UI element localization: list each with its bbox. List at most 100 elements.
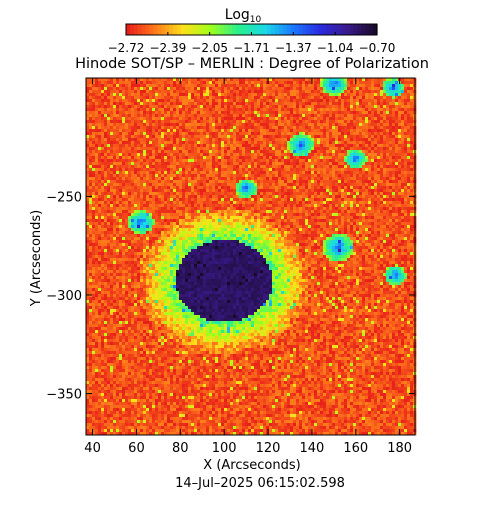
heatmap-cell	[344, 81, 348, 85]
heatmap-cell	[194, 123, 198, 127]
heatmap-cell	[311, 201, 315, 205]
heatmap-cell	[323, 165, 327, 169]
heatmap-cell	[86, 162, 90, 166]
heatmap-cell	[197, 120, 201, 124]
heatmap-cell	[335, 111, 339, 115]
heatmap-cell	[365, 165, 369, 169]
heatmap-cell	[359, 186, 363, 190]
heatmap-cell	[152, 192, 156, 196]
heatmap-cell	[281, 177, 285, 181]
heatmap-cell	[401, 129, 405, 133]
heatmap-cell	[260, 207, 264, 211]
heatmap-cell	[146, 168, 150, 172]
heatmap-cell	[200, 111, 204, 115]
heatmap-cell	[185, 105, 189, 109]
heatmap-cell	[377, 111, 381, 115]
heatmap-cell	[101, 135, 105, 139]
heatmap-cell	[263, 90, 267, 94]
heatmap-cell	[230, 186, 234, 190]
heatmap-cell	[326, 138, 330, 142]
heatmap-cell	[230, 210, 234, 214]
heatmap-cell	[92, 195, 96, 199]
heatmap-cell	[242, 177, 246, 181]
heatmap-cell	[128, 195, 132, 199]
heatmap-cell	[245, 114, 249, 118]
heatmap-cell	[245, 198, 249, 202]
heatmap-cell	[95, 120, 99, 124]
heatmap-cell	[152, 87, 156, 91]
heatmap-cell	[128, 147, 132, 151]
heatmap-cell	[134, 90, 138, 94]
heatmap-cell	[167, 141, 171, 145]
heatmap-cell	[122, 165, 126, 169]
heatmap-cell	[227, 180, 231, 184]
heatmap-cell	[137, 171, 141, 175]
heatmap-cell	[155, 117, 159, 121]
heatmap-cell	[104, 114, 108, 118]
heatmap-cell	[122, 129, 126, 133]
heatmap-cell	[380, 162, 384, 166]
heatmap-cell	[113, 165, 117, 169]
heatmap-cell	[233, 177, 237, 181]
heatmap-cell	[338, 153, 342, 157]
heatmap-cell	[116, 114, 120, 118]
heatmap-cell	[125, 135, 129, 139]
heatmap-cell	[182, 126, 186, 130]
heatmap-cell	[323, 132, 327, 136]
heatmap-cell	[263, 99, 267, 103]
heatmap-cell	[245, 168, 249, 172]
heatmap-cell	[215, 162, 219, 166]
heatmap-cell	[89, 114, 93, 118]
heatmap-cell	[89, 186, 93, 190]
heatmap-cell	[200, 84, 204, 88]
heatmap-cell	[98, 120, 102, 124]
heatmap-cell	[98, 150, 102, 154]
heatmap-cell	[275, 180, 279, 184]
heatmap-cell	[260, 180, 264, 184]
heatmap-cell	[203, 183, 207, 187]
heatmap-cell	[260, 99, 264, 103]
heatmap-cell	[134, 135, 138, 139]
heatmap-cell	[269, 126, 273, 130]
heatmap-cell	[161, 78, 165, 82]
heatmap-cell	[386, 120, 390, 124]
heatmap-cell	[359, 165, 363, 169]
heatmap-cell	[269, 153, 273, 157]
heatmap-cell	[152, 126, 156, 130]
heatmap-cell	[320, 150, 324, 154]
heatmap-cell	[227, 138, 231, 142]
heatmap-cell	[266, 174, 270, 178]
heatmap-cell	[332, 192, 336, 196]
heatmap-cell	[245, 180, 249, 184]
heatmap-cell	[329, 111, 333, 115]
heatmap-cell	[248, 132, 252, 136]
heatmap-cell	[362, 96, 366, 100]
heatmap-cell	[272, 96, 276, 100]
heatmap-cell	[284, 159, 288, 163]
heatmap-cell	[389, 192, 393, 196]
heatmap-cell	[128, 159, 132, 163]
heatmap-cell	[155, 153, 159, 157]
heatmap-cell	[155, 129, 159, 133]
heatmap-cell	[344, 198, 348, 202]
colorbar-swatch	[318, 24, 323, 35]
heatmap-cell	[242, 108, 246, 112]
heatmap-cell	[362, 180, 366, 184]
heatmap-cell	[248, 96, 252, 100]
heatmap-cell	[404, 183, 408, 187]
heatmap-cell	[182, 78, 186, 82]
heatmap-cell	[281, 210, 285, 214]
heatmap-cell	[311, 153, 315, 157]
heatmap-cell	[215, 87, 219, 91]
heatmap-cell	[242, 183, 246, 187]
heatmap-cell	[89, 156, 93, 160]
heatmap-cell	[386, 174, 390, 178]
heatmap-cell	[182, 138, 186, 142]
heatmap-cell	[224, 123, 228, 127]
heatmap-cell	[128, 207, 132, 211]
heatmap-cell	[392, 138, 396, 142]
heatmap-cell	[212, 132, 216, 136]
heatmap-cell	[98, 204, 102, 208]
heatmap-cell	[194, 168, 198, 172]
heatmap-cell	[116, 93, 120, 97]
